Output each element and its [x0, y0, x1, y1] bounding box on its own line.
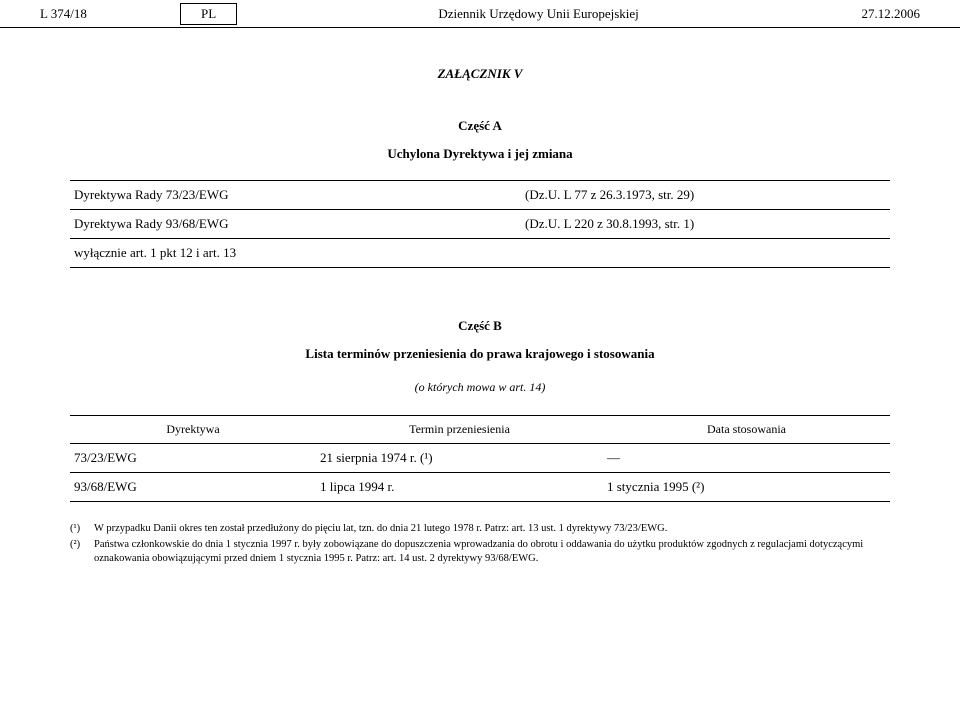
footnote-text: Państwa członkowskie do dnia 1 stycznia …	[94, 538, 890, 566]
journal-title: Dziennik Urzędowy Unii Europejskiej	[257, 6, 820, 22]
directive-name: Dyrektywa Rady 73/23/EWG	[70, 181, 521, 210]
footnote: (²) Państwa członkowskie do dnia 1 stycz…	[70, 538, 890, 566]
part-a-subtitle: Uchylona Dyrektywa i jej zmiana	[70, 146, 890, 162]
language-code: PL	[180, 3, 237, 25]
part-b-subtitle: Lista terminów przeniesienia do prawa kr…	[70, 346, 890, 362]
header-date: 27.12.2006	[820, 6, 920, 22]
table-row: Dyrektywa Rady 93/68/EWG (Dz.U. L 220 z …	[70, 210, 890, 239]
cell-directive: 73/23/EWG	[70, 444, 316, 473]
directive-name: Dyrektywa Rady 93/68/EWG	[70, 210, 521, 239]
footnote-marker: (²)	[70, 538, 94, 566]
annex-title: ZAŁĄCZNIK V	[70, 66, 890, 82]
page-reference: L 374/18	[40, 6, 180, 22]
footnotes: (¹) W przypadku Danii okres ten został p…	[70, 522, 890, 567]
cell-application: 1 stycznia 1995 (²)	[603, 473, 890, 502]
col-application: Data stosowania	[603, 416, 890, 444]
cell-application: —	[603, 444, 890, 473]
cell-transposition: 1 lipca 1994 r.	[316, 473, 603, 502]
footnote-text: W przypadku Danii okres ten został przed…	[94, 522, 890, 536]
col-transposition: Termin przeniesienia	[316, 416, 603, 444]
table-row: 93/68/EWG 1 lipca 1994 r. 1 stycznia 199…	[70, 473, 890, 502]
document-body: ZAŁĄCZNIK V Część A Uchylona Dyrektywa i…	[0, 28, 960, 567]
cell-transposition: 21 sierpnia 1974 r. (¹)	[316, 444, 603, 473]
table-row: Dyrektywa Rady 73/23/EWG (Dz.U. L 77 z 2…	[70, 181, 890, 210]
table-row: 73/23/EWG 21 sierpnia 1974 r. (¹) —	[70, 444, 890, 473]
cell-directive: 93/68/EWG	[70, 473, 316, 502]
page-header: L 374/18 PL Dziennik Urzędowy Unii Europ…	[0, 0, 960, 28]
part-b-reference: (o których mowa w art. 14)	[70, 380, 890, 395]
directive-ref	[521, 239, 890, 268]
repealed-directive-table: Dyrektywa Rady 73/23/EWG (Dz.U. L 77 z 2…	[70, 180, 890, 268]
table-header-row: Dyrektywa Termin przeniesienia Data stos…	[70, 416, 890, 444]
part-a-title: Część A	[70, 118, 890, 134]
directive-scope: wyłącznie art. 1 pkt 12 i art. 13	[70, 239, 521, 268]
part-b-title: Część B	[70, 318, 890, 334]
footnote-marker: (¹)	[70, 522, 94, 536]
col-directive: Dyrektywa	[70, 416, 316, 444]
deadlines-table: Dyrektywa Termin przeniesienia Data stos…	[70, 415, 890, 502]
table-row: wyłącznie art. 1 pkt 12 i art. 13	[70, 239, 890, 268]
directive-ref: (Dz.U. L 220 z 30.8.1993, str. 1)	[521, 210, 890, 239]
directive-ref: (Dz.U. L 77 z 26.3.1973, str. 29)	[521, 181, 890, 210]
footnote: (¹) W przypadku Danii okres ten został p…	[70, 522, 890, 536]
